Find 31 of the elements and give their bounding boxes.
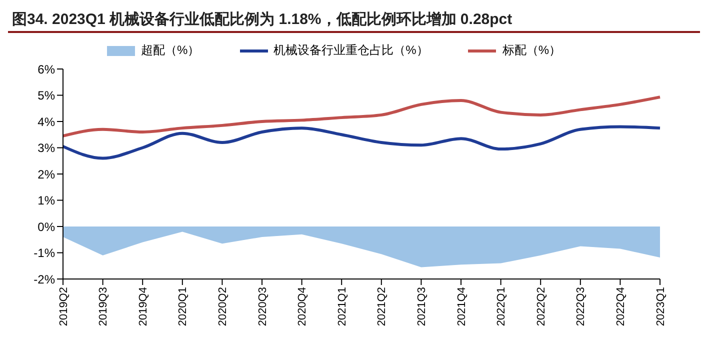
y-tick-label: 5% <box>38 88 56 103</box>
x-tick-label: 2021Q4 <box>456 287 468 326</box>
x-tick-label: 2022Q1 <box>496 287 508 326</box>
x-tick-label: 2022Q2 <box>535 287 548 326</box>
y-tick-label: -1% <box>34 246 56 260</box>
x-tick-label: 2019Q2 <box>58 287 70 326</box>
line-series <box>62 96 662 138</box>
line-series <box>62 125 662 160</box>
x-tick-label: 2021Q2 <box>376 287 388 326</box>
y-tick-label: 0% <box>38 220 56 234</box>
x-tick-label: 2022Q4 <box>615 287 628 326</box>
x-tick-label: 2021Q3 <box>416 287 428 326</box>
y-tick-label: 6% <box>38 62 56 76</box>
x-tick-label: 2019Q4 <box>137 287 150 326</box>
y-tick-label: 2% <box>38 167 56 182</box>
x-tick-label: 2019Q3 <box>98 287 110 326</box>
y-tick-label: 3% <box>38 141 56 156</box>
legend-label: 超配（%） <box>140 42 200 59</box>
x-tick-label: 2020Q4 <box>296 287 309 326</box>
x-tick-label: 2020Q1 <box>177 287 190 326</box>
x-tick-label: 2021Q1 <box>336 287 348 326</box>
y-tick-label: 4% <box>38 114 56 129</box>
x-tick-label: 2023Q1 <box>654 287 667 326</box>
x-tick-label: 2020Q3 <box>256 287 269 326</box>
y-tick-label: -2% <box>34 272 56 286</box>
chart-title: 图34. 2023Q1 机械设备行业低配比例为 1.18%，低配比例环比增加 0.28pct <box>8 8 700 33</box>
legend-label: 标配（%） <box>502 42 561 59</box>
x-tick-label: 2020Q2 <box>217 287 230 326</box>
legend-label: 机械设备行业重仓占比（%） <box>274 42 428 59</box>
y-tick-label: 1% <box>38 194 56 208</box>
x-tick-label: 2022Q3 <box>575 287 588 326</box>
